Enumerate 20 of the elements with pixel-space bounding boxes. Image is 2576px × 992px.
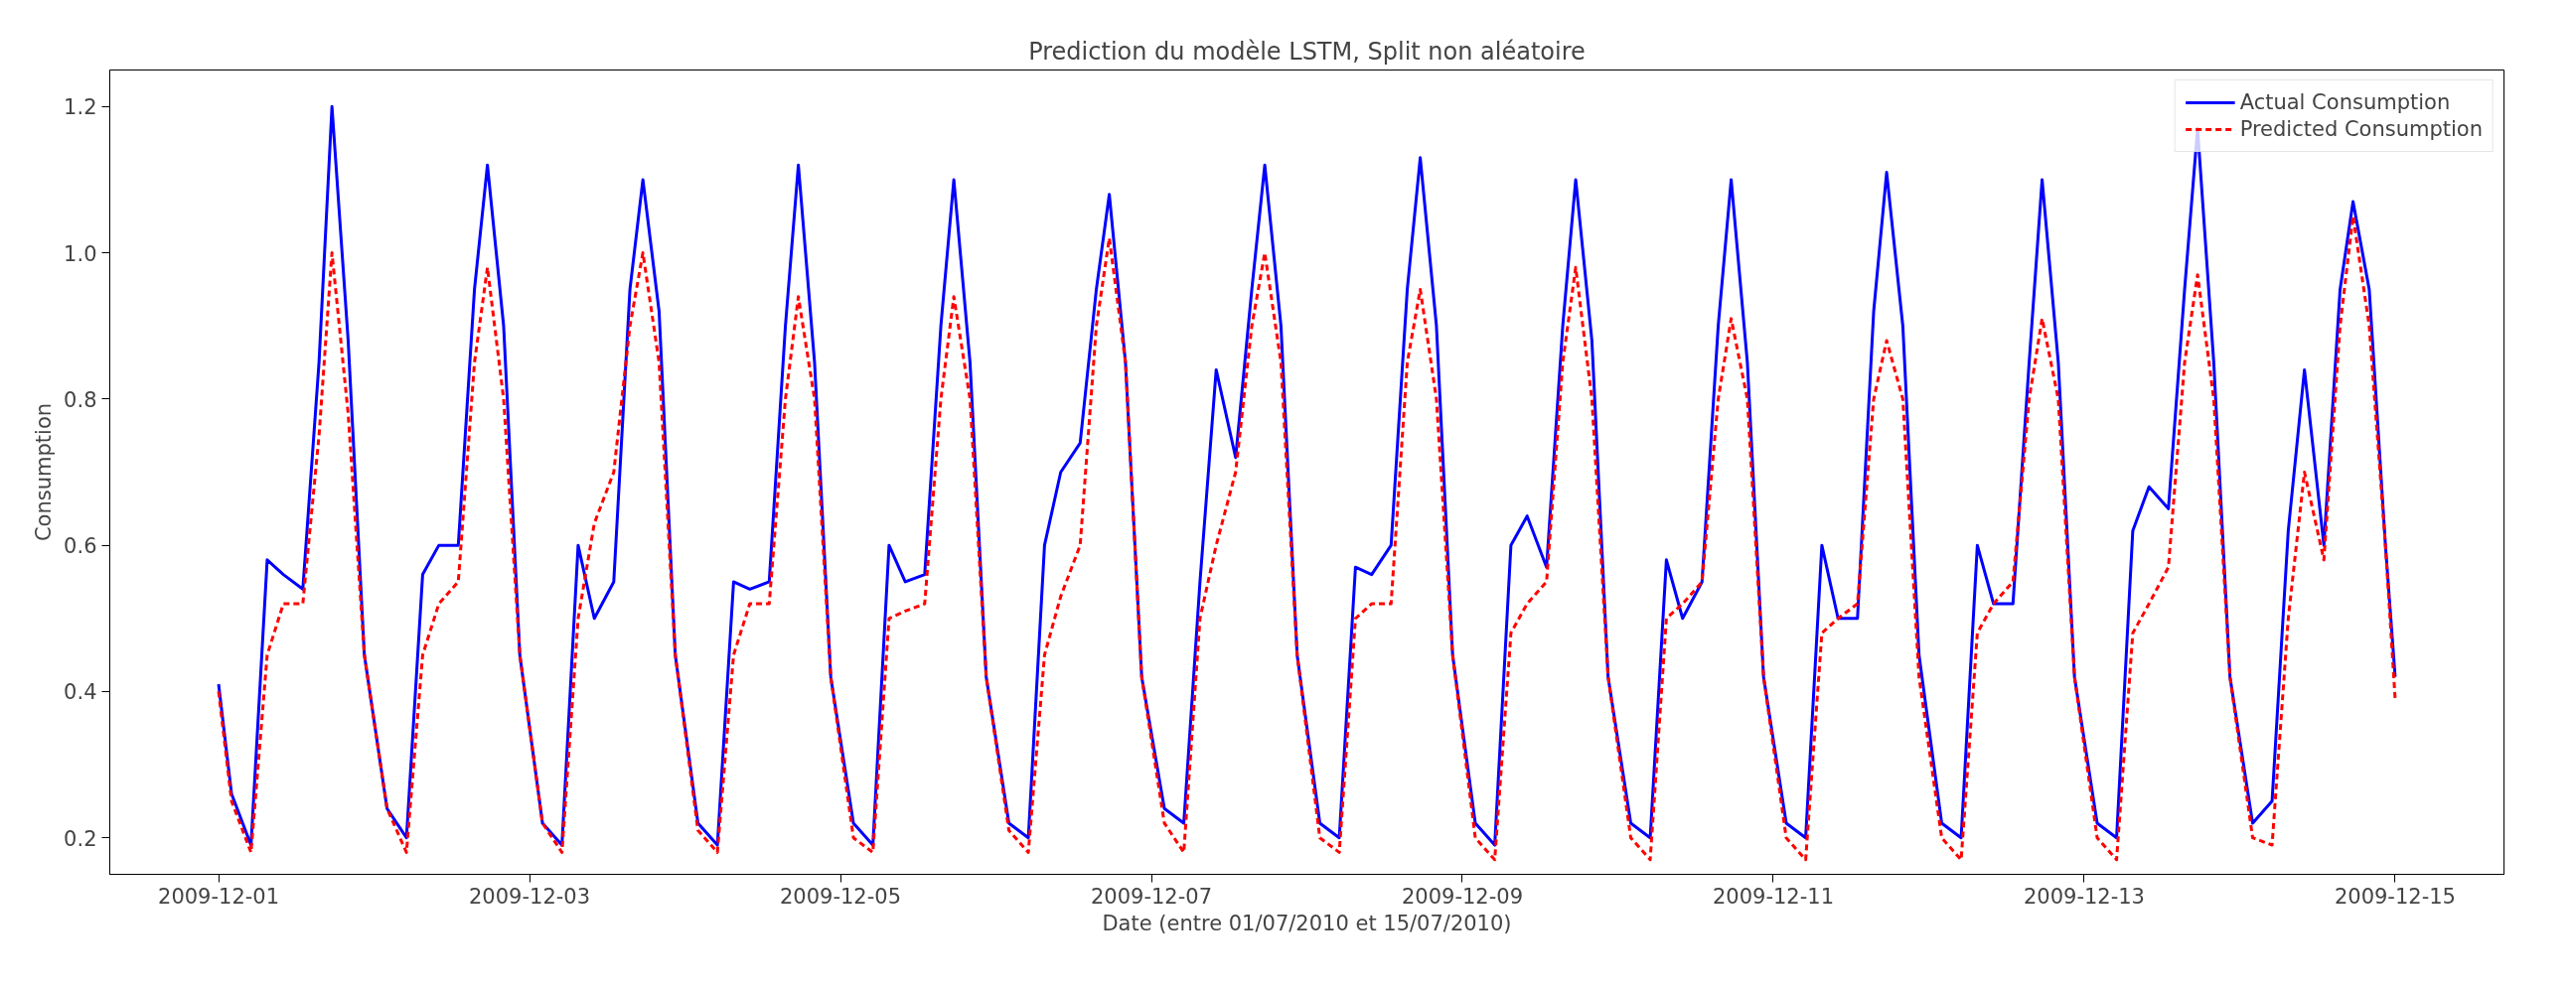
- legend-label: Actual Consumption: [2239, 90, 2451, 114]
- x-tick-label: 2009-12-11: [1712, 884, 1835, 909]
- x-tick-label: 2009-12-07: [1090, 884, 1213, 909]
- x-tick-label: 2009-12-09: [1401, 884, 1524, 909]
- x-tick-label: 2009-12-03: [469, 884, 591, 909]
- y-tick-label: 1.2: [64, 95, 97, 120]
- chart-title: Prediction du modèle LSTM, Split non aléatoire: [1028, 37, 1586, 66]
- x-tick-label: 2009-12-01: [158, 884, 280, 909]
- y-tick-label: 0.8: [64, 387, 97, 412]
- y-tick-label: 0.6: [64, 534, 97, 559]
- y-tick-label: 0.2: [64, 826, 97, 851]
- y-tick-label: 0.4: [64, 680, 97, 705]
- legend-label: Predicted Consumption: [2239, 117, 2483, 141]
- x-axis-title: Date (entre 01/07/2010 et 15/07/2010): [1102, 911, 1512, 935]
- y-axis-title: Consumption: [32, 402, 57, 542]
- y-tick-label: 1.0: [64, 241, 97, 266]
- x-tick-label: 2009-12-13: [2023, 884, 2145, 909]
- x-tick-label: 2009-12-15: [2334, 884, 2456, 909]
- line-series: [217, 214, 2397, 862]
- x-tick-label: 2009-12-05: [780, 884, 902, 909]
